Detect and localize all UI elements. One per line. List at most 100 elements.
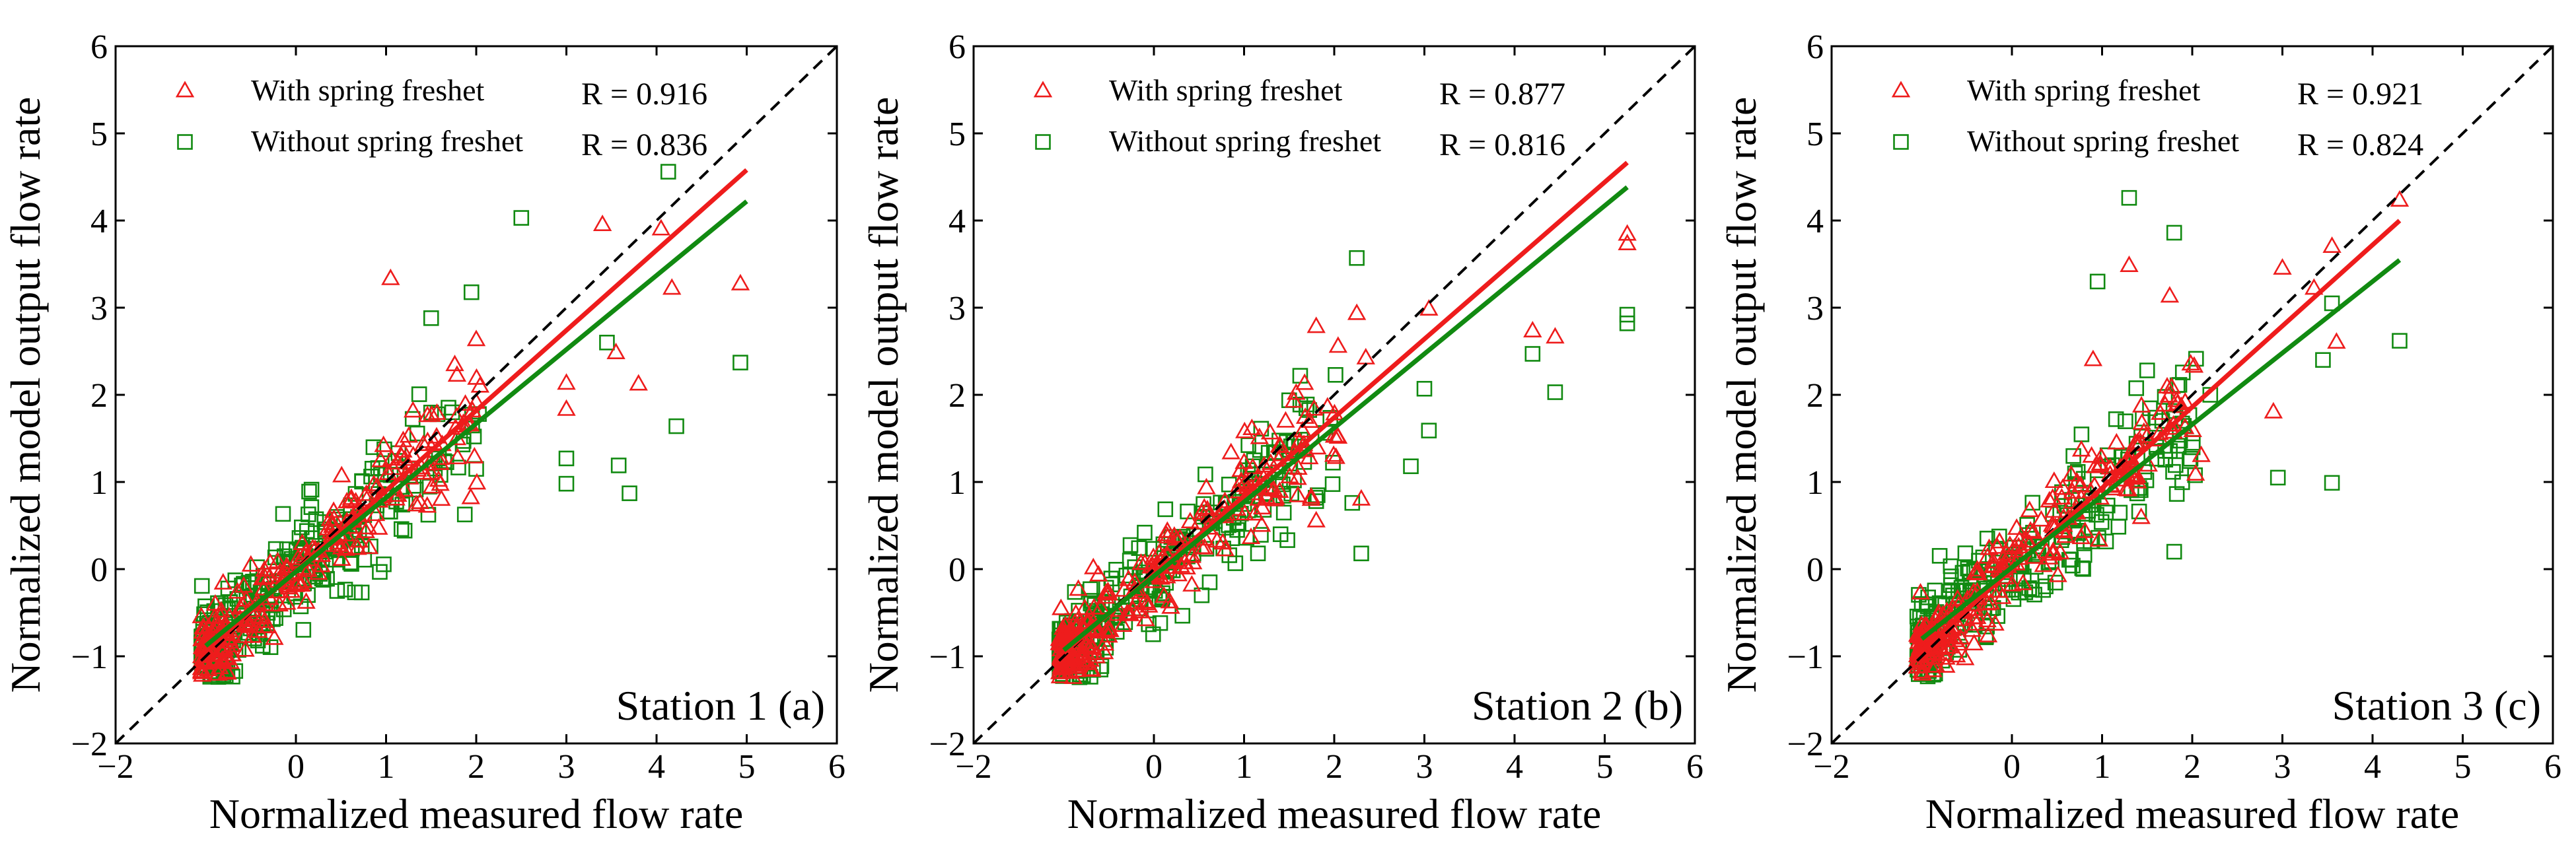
point-with-freshet [1284,391,1304,408]
point-without-freshet [2165,463,2181,480]
point-with-freshet [337,491,357,508]
point-with-freshet [1306,316,1326,333]
point-with-freshet [1280,466,1299,483]
point-with-freshet [253,606,272,623]
point-without-freshet [660,164,676,180]
point-with-freshet [1235,504,1254,521]
point-with-freshet [2003,574,2022,592]
point-with-freshet [1197,477,1216,495]
point-with-freshet [1096,582,1116,600]
point-without-freshet [2128,380,2145,396]
point-with-freshet [2071,440,2091,457]
point-without-freshet [1349,250,1365,266]
point-with-freshet [1075,598,1094,615]
point-with-freshet [2013,573,2033,590]
point-with-freshet [1300,411,1320,428]
point-without-freshet [1931,548,1948,564]
x-tick-label: 1 [1236,748,1253,786]
point-with-freshet [357,484,376,501]
point-with-freshet [2024,547,2044,564]
point-without-freshet [1524,346,1541,362]
point-without-freshet [1196,496,1211,512]
point-with-freshet [1324,426,1344,443]
x-tick-label: 5 [2454,748,2472,786]
point-without-freshet [599,334,615,351]
point-with-freshet [1160,592,1180,609]
point-with-freshet [258,617,277,634]
point-with-freshet [252,568,272,586]
point-without-freshet [2065,557,2081,574]
point-with-freshet [2160,286,2180,303]
point-with-freshet [211,601,231,618]
point-without-freshet [2108,411,2124,427]
point-with-freshet [217,662,237,679]
panel-station-3: −2 0 1 2 3 4 5 6 −2 −1 0 1 2 3 4 5 6 Normalized measured … [1718,28,2561,837]
point-with-freshet [1099,584,1118,601]
y-tick-label: 5 [90,116,108,153]
point-with-freshet [2092,447,2111,464]
point-with-freshet [2120,256,2139,272]
point-with-freshet [346,492,365,509]
point-without-freshet [2131,503,2147,520]
point-with-freshet [1351,489,1371,506]
point-with-freshet [1419,299,1439,316]
fit-line-with-freshet [1920,219,2402,652]
point-with-freshet [1523,321,1542,337]
point-with-freshet [1234,452,1254,469]
point-without-freshet [2139,362,2155,378]
point-without-freshet [1943,558,1959,574]
point-without-freshet [1324,476,1341,493]
x-tick-label: 0 [287,748,304,786]
y-tick-label: 0 [948,551,966,589]
point-with-freshet [1235,473,1255,491]
point-with-freshet [1917,636,1937,654]
point-without-freshet [2089,273,2106,290]
point-without-freshet [2121,189,2137,206]
point-with-freshet [2020,500,2039,518]
y-tick-label: 4 [90,203,108,240]
point-with-freshet [1288,485,1308,502]
x-axis-label: Normalized measured flow rate [1067,790,1602,837]
point-with-freshet [1966,563,1985,580]
point-with-freshet [1924,656,1943,673]
x-tick-label: 4 [1506,748,1523,786]
y-tick-label: −1 [71,638,108,676]
x-tick-label: 3 [1416,748,1433,786]
point-with-freshet [1168,565,1188,582]
point-with-freshet [456,394,475,411]
point-with-freshet [2155,395,2175,412]
point-without-freshet [2024,495,2041,511]
point-with-freshet [236,640,255,657]
point-with-freshet [2164,415,2183,432]
point-with-freshet [2151,403,2170,420]
point-with-freshet [2050,543,2070,560]
point-with-freshet [2131,507,2151,524]
point-without-freshet [242,580,258,596]
y-tick-label: −1 [929,638,966,676]
point-with-freshet [1301,487,1321,504]
point-with-freshet [1199,506,1219,523]
r-value-with: R = 0.877 [1439,77,1565,112]
point-with-freshet [2181,354,2200,371]
y-axis-label: Normalized model output flow rate [2,97,49,693]
point-with-freshet [1937,648,1956,665]
point-without-freshet [1421,423,1437,438]
point-with-freshet [241,555,261,572]
point-with-freshet [366,504,386,522]
point-with-freshet [1118,604,1138,621]
legend-triangle-marker [1033,81,1053,98]
x-tick-label: 5 [1596,748,1614,786]
point-without-freshet [301,483,317,500]
point-without-freshet [225,668,240,685]
point-with-freshet [662,278,682,295]
r-value-without: R = 0.824 [2297,127,2423,162]
point-without-freshet [468,461,484,477]
x-tick-label: 6 [828,748,845,786]
point-with-freshet [2005,537,2024,555]
point-with-freshet [216,647,235,664]
point-with-freshet [1138,594,1157,611]
point-without-freshet [372,564,388,580]
point-with-freshet [1305,399,1324,416]
legend-square-marker [1893,134,1909,150]
legend-without-label: Without spring freshet [1967,124,2239,158]
